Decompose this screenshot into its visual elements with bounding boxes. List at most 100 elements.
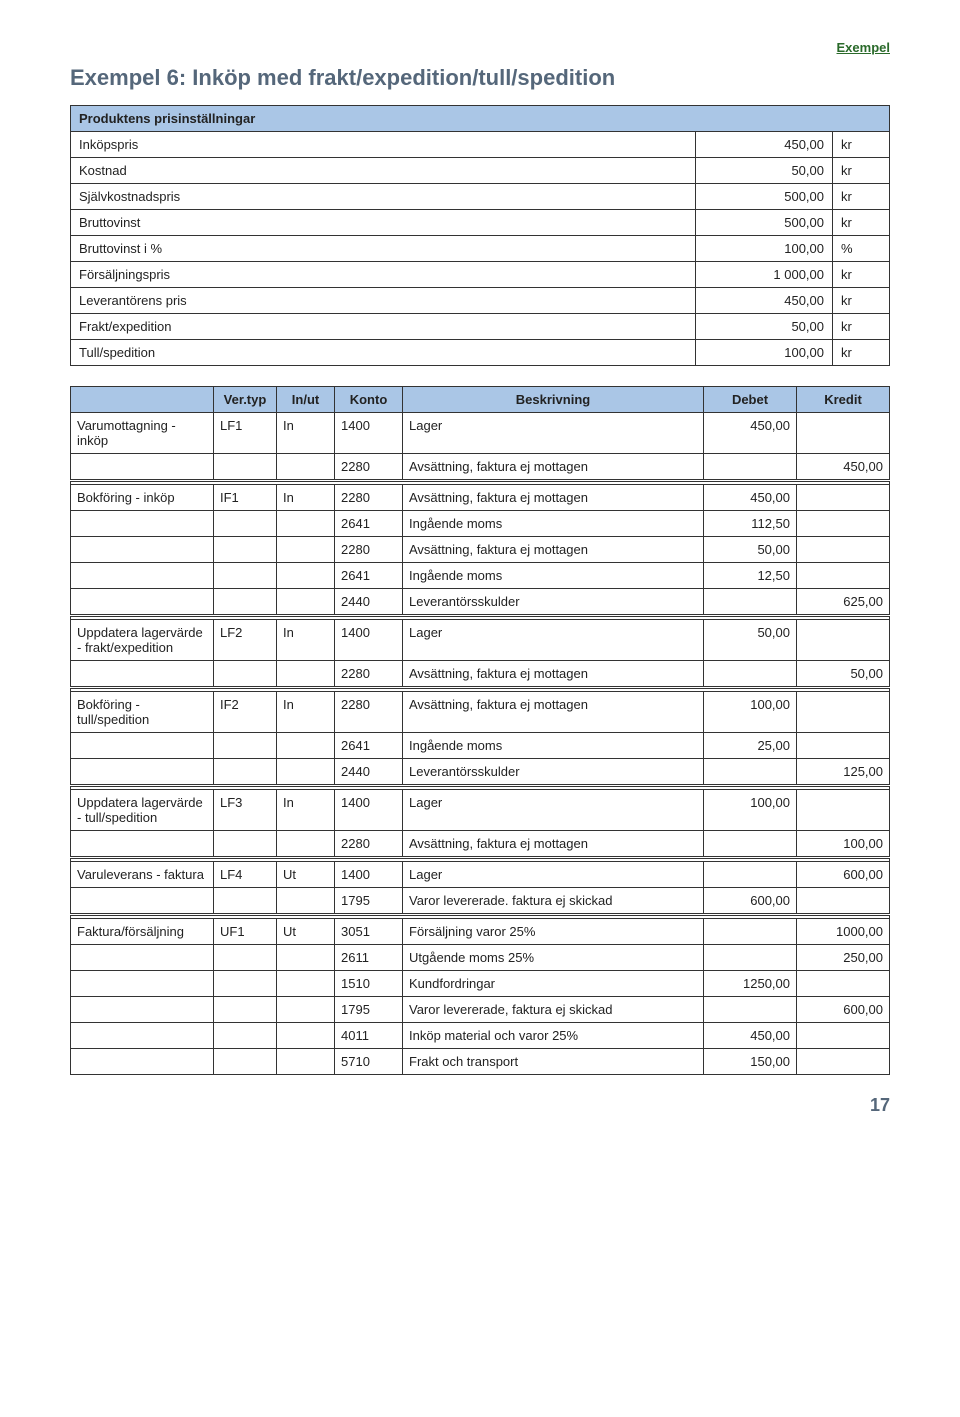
konto-cell: 2641	[335, 733, 403, 759]
debet-cell: 150,00	[704, 1049, 797, 1075]
beskrivning-cell: Lager	[403, 413, 704, 454]
kredit-cell	[797, 733, 890, 759]
konto-cell: 2280	[335, 661, 403, 688]
vertyp-cell	[214, 997, 277, 1023]
debet-cell	[704, 661, 797, 688]
debet-cell: 450,00	[704, 485, 797, 511]
konto-cell: 2440	[335, 589, 403, 616]
beskrivning-cell: Leverantörsskulder	[403, 589, 704, 616]
vertyp-cell	[214, 831, 277, 858]
vertyp-cell	[214, 563, 277, 589]
debet-cell: 12,50	[704, 563, 797, 589]
beskrivning-cell: Avsättning, faktura ej mottagen	[403, 661, 704, 688]
debet-cell: 25,00	[704, 733, 797, 759]
price-row-value: 50,00	[696, 158, 833, 184]
inut-cell	[277, 888, 335, 915]
kredit-cell: 125,00	[797, 759, 890, 786]
kredit-cell: 600,00	[797, 997, 890, 1023]
vertyp-cell: LF4	[214, 862, 277, 888]
price-row-label: Leverantörens pris	[71, 288, 696, 314]
price-row-value: 500,00	[696, 184, 833, 210]
beskrivning-cell: Frakt och transport	[403, 1049, 704, 1075]
konto-cell: 5710	[335, 1049, 403, 1075]
section-label: Varuleverans - faktura	[71, 862, 214, 888]
debet-cell: 450,00	[704, 1023, 797, 1049]
debet-cell: 112,50	[704, 511, 797, 537]
konto-cell: 1400	[335, 790, 403, 831]
beskrivning-cell: Ingående moms	[403, 563, 704, 589]
vertyp-cell	[214, 589, 277, 616]
section-label: Uppdatera lagervärde - tull/spedition	[71, 790, 214, 831]
konto-cell: 2280	[335, 692, 403, 733]
col-beskrivning: Beskrivning	[403, 387, 704, 413]
debet-cell	[704, 997, 797, 1023]
inut-cell	[277, 537, 335, 563]
section-label: Varumottagning - inköp	[71, 413, 214, 454]
price-row-unit: %	[833, 236, 890, 262]
price-row-unit: kr	[833, 210, 890, 236]
price-row-unit: kr	[833, 158, 890, 184]
col-empty	[71, 387, 214, 413]
debet-cell: 100,00	[704, 790, 797, 831]
section-label	[71, 971, 214, 997]
kredit-cell	[797, 563, 890, 589]
section-label	[71, 997, 214, 1023]
price-row-label: Frakt/expedition	[71, 314, 696, 340]
konto-cell: 1795	[335, 888, 403, 915]
col-konto: Konto	[335, 387, 403, 413]
document-page: Exempel Exempel 6: Inköp med frakt/exped…	[0, 0, 960, 1146]
debet-cell: 50,00	[704, 537, 797, 563]
price-row-label: Bruttovinst i %	[71, 236, 696, 262]
konto-cell: 3051	[335, 919, 403, 945]
beskrivning-cell: Utgående moms 25%	[403, 945, 704, 971]
section-label	[71, 563, 214, 589]
inut-cell	[277, 454, 335, 481]
beskrivning-cell: Kundfordringar	[403, 971, 704, 997]
beskrivning-cell: Avsättning, faktura ej mottagen	[403, 692, 704, 733]
price-row-label: Tull/spedition	[71, 340, 696, 366]
price-table-header: Produktens prisinställningar	[71, 106, 890, 132]
konto-cell: 1795	[335, 997, 403, 1023]
debet-cell	[704, 945, 797, 971]
vertyp-cell	[214, 733, 277, 759]
kredit-cell: 100,00	[797, 831, 890, 858]
price-row-label: Bruttovinst	[71, 210, 696, 236]
vertyp-cell: LF1	[214, 413, 277, 454]
vertyp-cell	[214, 888, 277, 915]
inut-cell	[277, 1023, 335, 1049]
debet-cell	[704, 759, 797, 786]
kredit-cell	[797, 511, 890, 537]
inut-cell: In	[277, 692, 335, 733]
inut-cell	[277, 511, 335, 537]
vertyp-cell: LF2	[214, 620, 277, 661]
inut-cell	[277, 733, 335, 759]
inut-cell	[277, 1049, 335, 1075]
section-label	[71, 1023, 214, 1049]
vertyp-cell	[214, 454, 277, 481]
konto-cell: 2280	[335, 454, 403, 481]
section-label	[71, 661, 214, 688]
debet-cell: 50,00	[704, 620, 797, 661]
konto-cell: 2280	[335, 537, 403, 563]
debet-cell	[704, 831, 797, 858]
konto-cell: 2280	[335, 831, 403, 858]
section-label	[71, 733, 214, 759]
debet-cell	[704, 454, 797, 481]
price-row-value: 1 000,00	[696, 262, 833, 288]
konto-cell: 2611	[335, 945, 403, 971]
kredit-cell	[797, 971, 890, 997]
vertyp-cell: IF2	[214, 692, 277, 733]
beskrivning-cell: Försäljning varor 25%	[403, 919, 704, 945]
inut-cell	[277, 589, 335, 616]
konto-cell: 1510	[335, 971, 403, 997]
konto-cell: 2641	[335, 563, 403, 589]
vertyp-cell	[214, 537, 277, 563]
beskrivning-cell: Avsättning, faktura ej mottagen	[403, 485, 704, 511]
vertyp-cell: UF1	[214, 919, 277, 945]
price-row-label: Inköpspris	[71, 132, 696, 158]
kredit-cell	[797, 1049, 890, 1075]
kredit-cell: 50,00	[797, 661, 890, 688]
beskrivning-cell: Avsättning, faktura ej mottagen	[403, 831, 704, 858]
beskrivning-cell: Lager	[403, 862, 704, 888]
col-inut: In/ut	[277, 387, 335, 413]
